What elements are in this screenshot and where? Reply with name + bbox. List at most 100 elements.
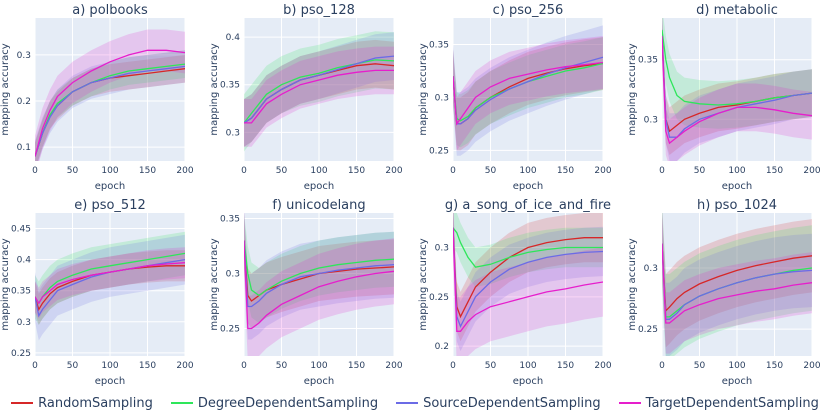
y-tick-label: 0.35 xyxy=(220,215,240,225)
x-tick-label: 150 xyxy=(348,361,365,371)
band-SourceDependentSampling xyxy=(35,50,185,161)
band-TargetDependentSampling xyxy=(35,29,185,161)
band-TargetDependentSampling xyxy=(453,36,603,151)
y-tick-label: 0.3 xyxy=(17,318,31,328)
band-RandomSampling xyxy=(662,18,812,155)
y-axis-label: mapping accuracy xyxy=(0,43,11,135)
y-tick-label: 0.25 xyxy=(220,325,240,335)
x-tick-label: 0 xyxy=(32,361,38,371)
band-SourceDependentSampling xyxy=(35,234,185,341)
band-RandomSampling xyxy=(244,213,394,329)
line-DegreeDependentSampling xyxy=(453,227,603,268)
legend-swatch-random xyxy=(11,402,34,404)
line-DegreeDependentSampling xyxy=(662,29,812,106)
series-group xyxy=(244,213,394,356)
line-TargetDependentSampling xyxy=(244,240,394,330)
legend: RandomSampling DegreeDependentSampling S… xyxy=(0,392,830,414)
band-DegreeDependentSampling xyxy=(662,18,812,129)
legend-swatch-target xyxy=(618,402,641,404)
line-RandomSampling xyxy=(453,227,603,319)
panel-4: 0 50 100 150 200 0.3 0.35 d) metabolic epoch mapp… xyxy=(627,3,821,192)
band-TargetDependentSampling xyxy=(35,247,185,319)
x-axis-label: epoch xyxy=(304,181,334,192)
x-tick-label: 0 xyxy=(659,361,665,371)
panel-title: b) pso_128 xyxy=(283,3,355,18)
band-RandomSampling xyxy=(662,213,812,348)
panel-7: 0 50 100 150 200 0.2 0.25 0.3 g) a_song_of_ice_a… xyxy=(418,198,612,387)
legend-item-source: SourceDependentSampling xyxy=(396,396,601,411)
y-tick-label: 0.3 xyxy=(644,264,658,274)
x-tick-label: 0 xyxy=(659,166,665,176)
y-tick-label: 0.25 xyxy=(11,349,31,359)
x-tick-label: 150 xyxy=(139,166,156,176)
panel-title: h) pso_1024 xyxy=(697,198,777,213)
series-group xyxy=(244,31,394,152)
x-tick-label: 100 xyxy=(310,166,327,176)
line-TargetDependentSampling xyxy=(453,227,603,332)
x-tick-label: 200 xyxy=(803,361,820,371)
panel-title: f) unicodelang xyxy=(272,198,365,213)
series-group xyxy=(453,213,603,356)
line-RandomSampling xyxy=(662,243,812,313)
legend-label-source: SourceDependentSampling xyxy=(423,395,601,411)
y-axis-label: mapping accuracy xyxy=(627,238,638,330)
line-RandomSampling xyxy=(35,265,185,311)
x-axis-label: epoch xyxy=(95,181,125,192)
x-tick-label: 100 xyxy=(310,361,327,371)
panel-5: 0 50 100 150 200 0.25 0.3 0.35 0.4 0.45 e) pso_512… xyxy=(0,198,194,387)
line-TargetDependentSampling xyxy=(662,35,812,145)
x-tick-label: 100 xyxy=(519,361,536,371)
line-TargetDependentSampling xyxy=(662,243,812,324)
x-tick-label: 0 xyxy=(450,361,456,371)
band-RandomSampling xyxy=(35,250,185,325)
y-tick-label: 0.35 xyxy=(638,56,658,66)
band-TargetDependentSampling xyxy=(662,18,812,161)
y-axis-label: mapping accuracy xyxy=(209,43,220,135)
line-SourceDependentSampling xyxy=(453,227,603,329)
band-TargetDependentSampling xyxy=(244,46,394,147)
panel-title: a) polbooks xyxy=(72,3,148,18)
x-axis-label: epoch xyxy=(513,376,543,387)
x-tick-label: 50 xyxy=(485,361,497,371)
y-tick-label: 0.35 xyxy=(11,287,31,297)
x-tick-label: 200 xyxy=(385,361,402,371)
legend-item-degree: DegreeDependentSampling xyxy=(170,396,378,411)
band-SourceDependentSampling xyxy=(662,213,812,356)
x-tick-label: 150 xyxy=(557,166,574,176)
legend-label-target: TargetDependentSampling xyxy=(645,395,819,411)
x-axis-label: epoch xyxy=(513,181,543,192)
band-SourceDependentSampling xyxy=(244,213,394,340)
x-tick-label: 0 xyxy=(32,166,38,176)
y-tick-label: 0.4 xyxy=(226,33,241,43)
y-tick-label: 0.25 xyxy=(429,146,449,156)
x-tick-label: 50 xyxy=(276,361,288,371)
y-axis-label: mapping accuracy xyxy=(0,238,11,330)
y-axis-label: mapping accuracy xyxy=(418,238,429,330)
band-TargetDependentSampling xyxy=(244,213,394,356)
line-SourceDependentSampling xyxy=(35,65,185,157)
x-tick-label: 0 xyxy=(450,166,456,176)
x-tick-label: 200 xyxy=(803,166,820,176)
y-tick-label: 0.3 xyxy=(435,93,449,103)
x-tick-label: 50 xyxy=(485,166,497,176)
line-TargetDependentSampling xyxy=(244,69,394,124)
x-tick-label: 50 xyxy=(276,166,288,176)
series-group xyxy=(662,213,812,356)
y-tick-label: 0.3 xyxy=(226,128,240,138)
line-TargetDependentSampling xyxy=(453,61,603,126)
band-DegreeDependentSampling xyxy=(453,37,603,148)
x-tick-label: 100 xyxy=(519,166,536,176)
x-tick-label: 0 xyxy=(241,166,247,176)
band-DegreeDependentSampling xyxy=(453,213,603,287)
y-tick-label: 0.35 xyxy=(429,40,449,50)
y-tick-label: 0.3 xyxy=(644,115,658,125)
x-tick-label: 200 xyxy=(176,166,193,176)
legend-item-target: TargetDependentSampling xyxy=(618,395,819,411)
y-tick-label: 0.1 xyxy=(17,143,31,153)
x-tick-label: 100 xyxy=(101,361,118,371)
panel-6: 0 50 100 150 200 0.25 0.3 0.35 f) unicodelang epo… xyxy=(209,198,403,387)
band-SourceDependentSampling xyxy=(244,32,394,147)
